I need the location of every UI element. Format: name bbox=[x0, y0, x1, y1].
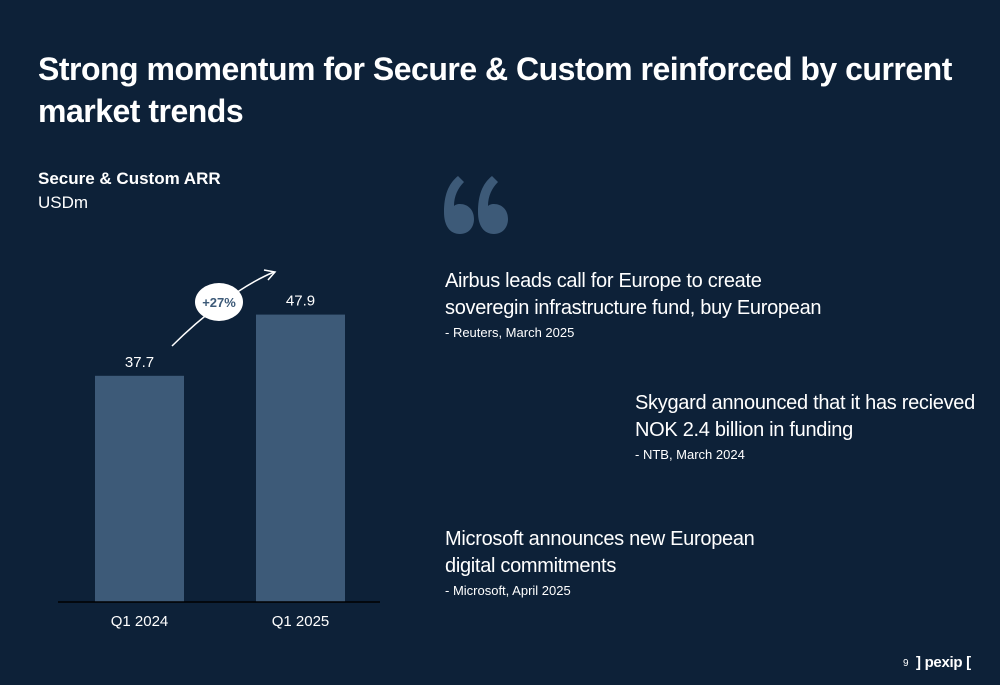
bar-value-label: 37.7 bbox=[125, 354, 154, 371]
quote-source: - NTB, March 2024 bbox=[635, 447, 745, 462]
quote-text: Skygard announced that it has recieved N… bbox=[635, 392, 975, 441]
chart-unit: USDm bbox=[38, 193, 89, 212]
quote-source: - Reuters, March 2025 bbox=[445, 325, 575, 340]
pexip-logo: ] pexip [ bbox=[916, 654, 971, 671]
chart-title: Secure & Custom ARR bbox=[38, 169, 221, 188]
quote-microsoft: Microsoft announces new European digital… bbox=[445, 526, 865, 600]
growth-badge bbox=[195, 283, 243, 321]
quote-skygard: Skygard announced that it has recieved N… bbox=[635, 390, 995, 464]
slide-title: Strong momentum for Secure & Custom rein… bbox=[38, 51, 952, 129]
quote-source: - Microsoft, April 2025 bbox=[445, 583, 571, 598]
growth-badge-label: +27% bbox=[202, 295, 236, 310]
growth-arrowhead bbox=[263, 269, 277, 281]
x-tick-label: Q1 2024 bbox=[111, 613, 169, 630]
quote-text: Airbus leads call for Europe to create s… bbox=[445, 270, 822, 319]
page-number: 9 bbox=[903, 658, 909, 669]
bar-0 bbox=[95, 375, 184, 602]
quote-airbus: Airbus leads call for Europe to create s… bbox=[445, 268, 865, 342]
quote-mark-icon bbox=[444, 176, 508, 234]
bar-value-label: 47.9 bbox=[286, 293, 315, 310]
quote-text: Microsoft announces new European digital… bbox=[445, 528, 755, 577]
bar-1 bbox=[256, 314, 345, 602]
x-tick-label: Q1 2025 bbox=[272, 613, 330, 630]
